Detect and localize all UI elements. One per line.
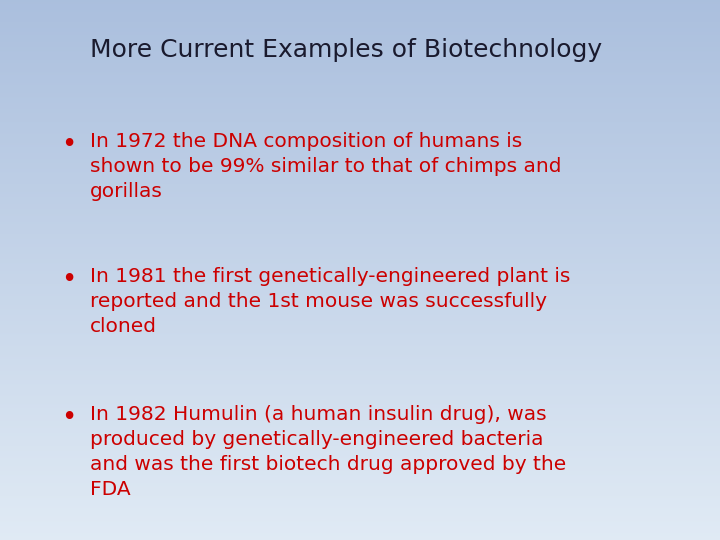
Text: More Current Examples of Biotechnology: More Current Examples of Biotechnology	[90, 38, 602, 62]
Text: •: •	[61, 132, 76, 158]
Text: In 1982 Humulin (a human insulin drug), was
produced by genetically-engineered b: In 1982 Humulin (a human insulin drug), …	[90, 405, 566, 499]
Text: •: •	[61, 267, 76, 293]
Text: •: •	[61, 405, 76, 431]
Text: In 1972 the DNA composition of humans is
shown to be 99% similar to that of chim: In 1972 the DNA composition of humans is…	[90, 132, 562, 201]
Text: In 1981 the first genetically-engineered plant is
reported and the 1st mouse was: In 1981 the first genetically-engineered…	[90, 267, 570, 336]
